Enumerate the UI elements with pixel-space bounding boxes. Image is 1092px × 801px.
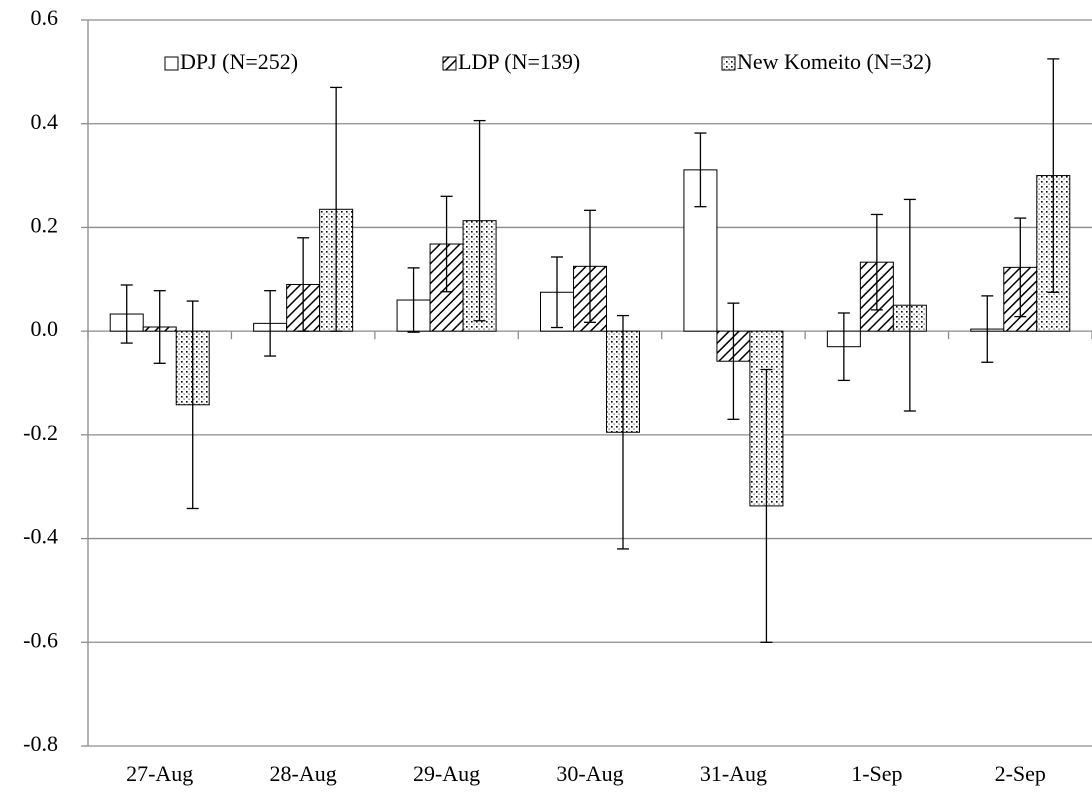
y-tick-label: -0.6 [23,627,58,652]
error-bar [473,119,486,322]
legend-swatch [442,56,457,71]
y-tick-label: 0.6 [31,5,59,30]
x-tick-label: 29-Aug [413,761,480,786]
error-bar [617,314,629,550]
y-tick-label: 0.2 [31,212,59,237]
error-bar [120,284,133,344]
x-tick-label: 27-Aug [126,761,193,786]
error-bar [760,368,773,643]
y-tick-label: -0.8 [23,731,58,756]
error-bar [837,312,850,382]
error-bar [440,195,453,293]
legend-label: LDP (N=139) [458,49,580,74]
legend-swatch [721,56,736,71]
x-tick-label: 30-Aug [556,761,623,786]
error-bar [297,237,310,332]
x-tick-label: 28-Aug [270,761,337,786]
error-bar [330,86,343,332]
legend-label: New Komeito (N=32) [737,49,931,74]
y-tick-label: -0.2 [23,420,58,445]
error-bar [584,209,596,323]
legend-label: DPJ (N=252) [180,49,298,74]
y-tick-label: 0.4 [31,109,59,134]
x-tick-label: 1-Sep [851,761,902,786]
error-bar [727,302,740,420]
error-bar [1047,58,1060,293]
error-bar [551,256,563,329]
error-bar [264,290,277,357]
error-bar [694,132,707,208]
legend-swatch [164,56,179,71]
error-bar [981,295,994,363]
error-bar [903,198,916,412]
y-tick-label: 0.0 [31,316,59,341]
error-bar [870,213,883,311]
x-tick-label: 31-Aug [700,761,767,786]
y-tick-label: -0.4 [23,524,58,549]
error-bar [407,267,420,333]
error-bar [1014,217,1027,318]
x-tick-label: 2-Sep [995,761,1046,786]
error-bar [153,290,166,364]
error-bar [186,300,199,510]
